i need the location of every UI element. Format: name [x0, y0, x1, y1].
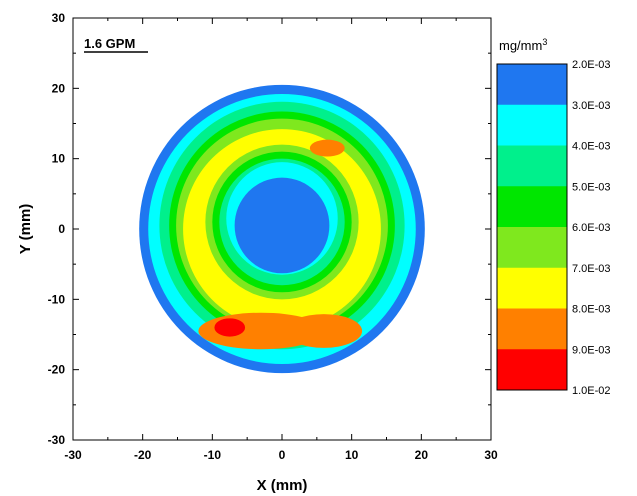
y-tick-label: -10: [48, 292, 66, 306]
colorbar-label: 5.0E-03: [572, 181, 611, 193]
colorbar-label: 7.0E-03: [572, 263, 611, 275]
y-tick-label: 20: [52, 81, 66, 95]
colorbar-swatch: [497, 186, 567, 228]
colorbar-swatch: [497, 349, 567, 391]
colorbar-label: 8.0E-03: [572, 304, 611, 316]
contour-region: [309, 139, 345, 157]
x-axis-title: X (mm): [257, 477, 308, 494]
colorbar-swatch: [497, 145, 567, 187]
y-tick-label: 0: [58, 222, 65, 236]
x-tick-label: 30: [484, 448, 498, 462]
colorbar-label: 9.0E-03: [572, 344, 611, 356]
contour-region: [285, 314, 363, 348]
y-axis-title: Y (mm): [17, 204, 34, 255]
x-tick-label: 0: [279, 448, 286, 462]
x-tick-label: -30: [64, 448, 82, 462]
y-tick-label: -30: [48, 433, 66, 447]
colorbar-label: 3.0E-03: [572, 100, 611, 112]
colorbar-swatch: [497, 308, 567, 350]
contour-region: [234, 177, 330, 274]
colorbar-label: 1.0E-02: [572, 385, 611, 397]
y-tick-label: -20: [48, 363, 66, 377]
colorbar-label: 2.0E-03: [572, 59, 611, 71]
colorbar-unit: mg/mm3: [499, 37, 547, 53]
x-tick-label: -10: [204, 448, 222, 462]
x-tick-label: 10: [345, 448, 359, 462]
contour-region: [214, 318, 246, 337]
colorbar-frame: [496, 63, 568, 391]
colorbar-label: 6.0E-03: [572, 222, 611, 234]
y-tick-label: 30: [52, 11, 66, 25]
x-tick-label: 20: [415, 448, 429, 462]
y-tick-label: 10: [52, 152, 66, 166]
colorbar-swatch: [497, 267, 567, 309]
colorbar-swatch: [497, 64, 567, 106]
x-tick-label: -20: [134, 448, 152, 462]
colorbar-swatch: [497, 227, 567, 269]
flow-rate-annotation: 1.6 GPM: [84, 36, 135, 51]
colorbar-swatch: [497, 104, 567, 146]
colorbar-label: 4.0E-03: [572, 141, 611, 153]
